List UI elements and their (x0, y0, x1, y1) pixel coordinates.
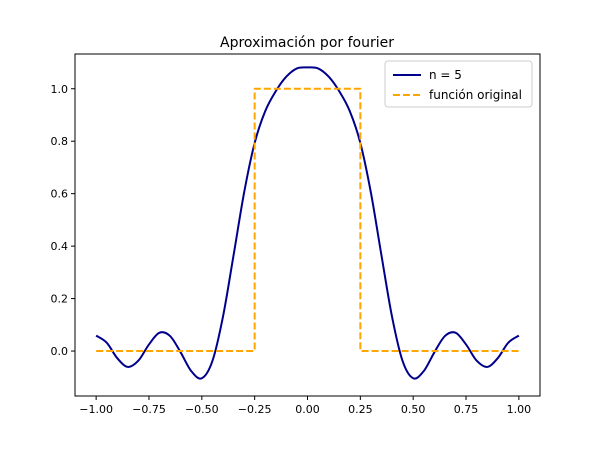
x-tick-label: 0.00 (295, 403, 320, 416)
axis-layer: −1.00 −0.75 −0.50 −0.25 0.00 0.25 0.50 0.75 1.00… (51, 83, 532, 416)
legend: n = 5 función original (384, 60, 533, 108)
x-tick-label: 1.00 (507, 403, 532, 416)
y-tick-label: 0.8 (51, 135, 69, 148)
x-tick-label: −0.25 (238, 403, 272, 416)
x-tick-label: −0.75 (132, 403, 166, 416)
series-layer (95, 66, 520, 380)
series-line-0 (95, 66, 520, 380)
series-line-1 (96, 87, 519, 353)
x-tick-label: 0.25 (348, 403, 373, 416)
x-tick-label: 0.75 (454, 403, 479, 416)
legend-label-1: función original (429, 88, 522, 102)
x-tick-label: −1.00 (79, 403, 113, 416)
y-tick-label: 0.4 (51, 240, 69, 253)
legend-box (384, 60, 533, 108)
y-tick-label: 1.0 (51, 83, 69, 96)
y-tick-label: 0.2 (51, 293, 69, 306)
chart-title: Aproximación por fourier (220, 35, 394, 51)
y-tick-label: 0.0 (51, 345, 69, 358)
x-tick-label: −0.50 (185, 403, 219, 416)
x-tick-label: 0.50 (401, 403, 426, 416)
legend-label-0: n = 5 (429, 68, 462, 82)
y-tick-label: 0.6 (51, 188, 69, 201)
